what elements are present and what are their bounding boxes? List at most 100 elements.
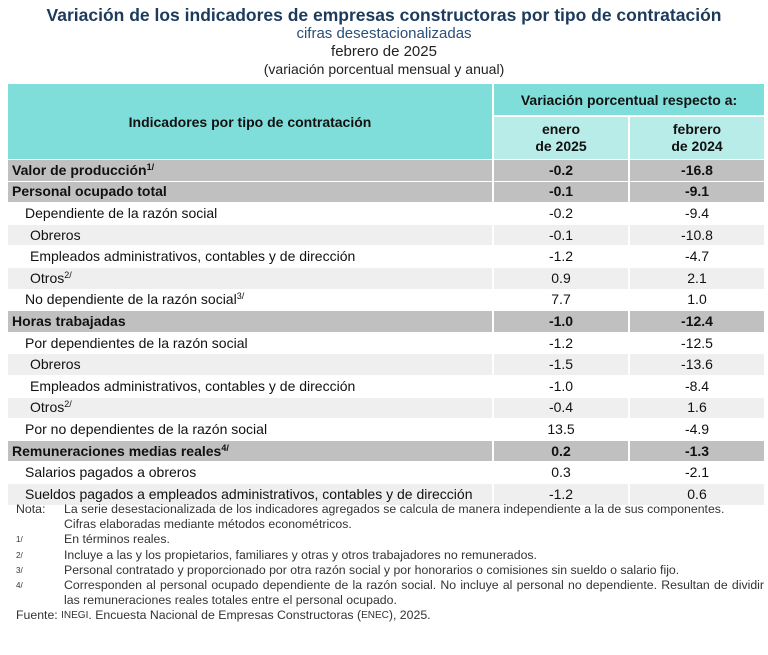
row-label-text: Obreros xyxy=(30,356,81,373)
footnote-ref: 2/ xyxy=(64,399,72,410)
footnote-4: Corresponden al personal ocupado dependi… xyxy=(64,578,764,608)
annual-change: -16.8 xyxy=(628,159,764,182)
table-row: Obreros -0.1 -10.8 xyxy=(8,223,764,246)
row-label-text: Obreros xyxy=(30,226,81,243)
row-label-text: No dependiente de la razón social xyxy=(25,291,237,308)
source-text-b: ), 2025. xyxy=(388,608,431,623)
row-label: Otros2/ xyxy=(8,396,493,419)
footnote-1-key: 1/ xyxy=(16,535,23,545)
annual-change: -13.6 xyxy=(628,353,764,376)
monthly-change: 7.7 xyxy=(492,288,629,311)
footnote-2: Incluye a las y los propietarios, famili… xyxy=(64,547,537,562)
indicators-table: Indicadores por tipo de contratación Var… xyxy=(8,84,764,505)
monthly-change: -0.2 xyxy=(492,159,629,182)
source-org: INEGI xyxy=(61,610,89,622)
row-label: No dependiente de la razón social3/ xyxy=(8,288,493,311)
row-label: Valor de producción1/ xyxy=(8,159,493,182)
row-label-text: Por dependientes de la razón social xyxy=(25,334,248,351)
annual-change: 1.0 xyxy=(628,288,764,311)
row-label-text: Valor de producción xyxy=(12,161,147,178)
table-row: Por no dependientes de la razón social 1… xyxy=(8,418,764,441)
row-label: Obreros xyxy=(8,223,493,246)
header-group: Variación porcentual respecto a: xyxy=(492,84,764,116)
monthly-change: -0.1 xyxy=(492,180,629,203)
row-label: Dependiente de la razón social xyxy=(8,202,493,225)
footnote-2-key: 2/ xyxy=(16,550,23,560)
monthly-change: -1.2 xyxy=(492,245,629,268)
table-row: Por dependientes de la razón social -1.2… xyxy=(8,331,764,354)
row-label-text: Otros xyxy=(30,399,65,416)
nota-key: Nota: xyxy=(16,502,46,516)
monthly-change: -1.0 xyxy=(492,374,629,398)
table-row: Empleados administrativos, contables y d… xyxy=(8,245,764,268)
row-label-text: Empleados administrativos, contables y d… xyxy=(30,248,356,265)
footnote-3-key: 3/ xyxy=(16,565,23,575)
footnote-ref: 2/ xyxy=(64,269,72,280)
period: febrero de 2025 xyxy=(331,43,437,60)
annual-change: -12.5 xyxy=(628,331,764,354)
monthly-change: -1.2 xyxy=(492,482,629,505)
annual-change: -8.4 xyxy=(628,374,764,398)
row-label: Otros2/ xyxy=(8,266,493,290)
row-label-text: Horas trabajadas xyxy=(12,312,126,329)
annual-change: 2.1 xyxy=(628,266,764,290)
source: Fuente: INEGI. Encuesta Nacional de Empr… xyxy=(16,608,764,623)
monthly-change: -1.0 xyxy=(492,310,629,333)
annual-change: -4.7 xyxy=(628,245,764,268)
title-block: Variación de los indicadores de empresas… xyxy=(0,5,768,77)
header-month-l2: de 2025 xyxy=(535,138,587,154)
row-label-text: Empleados administrativos, contables y d… xyxy=(30,377,356,394)
annual-change: -10.8 xyxy=(628,223,764,246)
monthly-change: -0.2 xyxy=(492,202,629,225)
monthly-change: 0.2 xyxy=(492,439,629,462)
footnote-ref: 3/ xyxy=(236,291,245,302)
annual-change: -4.9 xyxy=(628,418,764,441)
annual-change: 0.6 xyxy=(628,482,764,505)
header-month: enero de 2025 xyxy=(492,115,629,160)
monthly-change: 0.3 xyxy=(492,461,629,484)
table-row: Remuneraciones medias reales4/ 0.2 -1.3 xyxy=(8,439,764,462)
header-year-l1: febrero xyxy=(672,121,722,137)
table-row: Sueldos pagados a empleados administrati… xyxy=(8,482,764,505)
row-label: Por dependientes de la razón social xyxy=(8,331,493,354)
header-month-l1: enero xyxy=(541,121,581,137)
row-label: Horas trabajadas xyxy=(8,310,493,333)
subtitle: cifras desestacionalizadas xyxy=(296,25,472,42)
row-label-text: Salarios pagados a obreros xyxy=(25,464,197,481)
table-row: Otros2/ 0.9 2.1 xyxy=(8,266,764,290)
table-row: Personal ocupado total -0.1 -9.1 xyxy=(8,180,764,203)
monthly-change: -0.4 xyxy=(492,396,629,419)
annual-change: -1.3 xyxy=(628,439,764,462)
row-label: Obreros xyxy=(8,353,493,376)
header-year: febrero de 2024 xyxy=(628,115,764,160)
row-label: Empleados administrativos, contables y d… xyxy=(8,245,493,268)
monthly-change: 0.9 xyxy=(492,266,629,290)
footnote-1: En términos reales. xyxy=(64,532,170,547)
table-row: Valor de producción1/ -0.2 -16.8 xyxy=(8,159,764,182)
header-indicators: Indicadores por tipo de contratación xyxy=(8,84,493,160)
annual-change: 1.6 xyxy=(628,396,764,419)
nota-1: La serie desestacionalizada de los indic… xyxy=(64,502,725,516)
row-label-text: Remuneraciones medias reales xyxy=(12,442,222,459)
table-row: Otros2/ -0.4 1.6 xyxy=(8,396,764,419)
annual-change: -12.4 xyxy=(628,310,764,333)
row-label: Por no dependientes de la razón social xyxy=(8,418,493,441)
table-row: Obreros -1.5 -13.6 xyxy=(8,353,764,376)
footnote-3: Personal contratado y proporcionado por … xyxy=(64,562,680,577)
source-text-a: . Encuesta Nacional de Empresas Construc… xyxy=(88,608,362,623)
footnote-ref: 4/ xyxy=(221,442,229,453)
footnote-ref: 1/ xyxy=(146,161,155,172)
monthly-change: -1.5 xyxy=(492,353,629,376)
row-label: Salarios pagados a obreros xyxy=(8,461,493,484)
table-row: Horas trabajadas -1.0 -12.4 xyxy=(8,310,764,333)
source-abbr: ENEC xyxy=(361,610,389,622)
row-label: Sueldos pagados a empleados administrati… xyxy=(8,482,493,505)
row-label-text: Otros xyxy=(30,269,65,286)
annual-change: -9.1 xyxy=(628,180,764,203)
annual-change: -9.4 xyxy=(628,202,764,225)
nota-2: Cifras elaboradas mediante métodos econo… xyxy=(64,517,352,532)
unit-note: (variación porcentual mensual y anual) xyxy=(263,61,505,77)
annual-change: -2.1 xyxy=(628,461,764,484)
notes: Nota: La serie desestacionalizada de los … xyxy=(16,502,764,624)
table-row: No dependiente de la razón social3/ 7.7 … xyxy=(8,288,764,311)
